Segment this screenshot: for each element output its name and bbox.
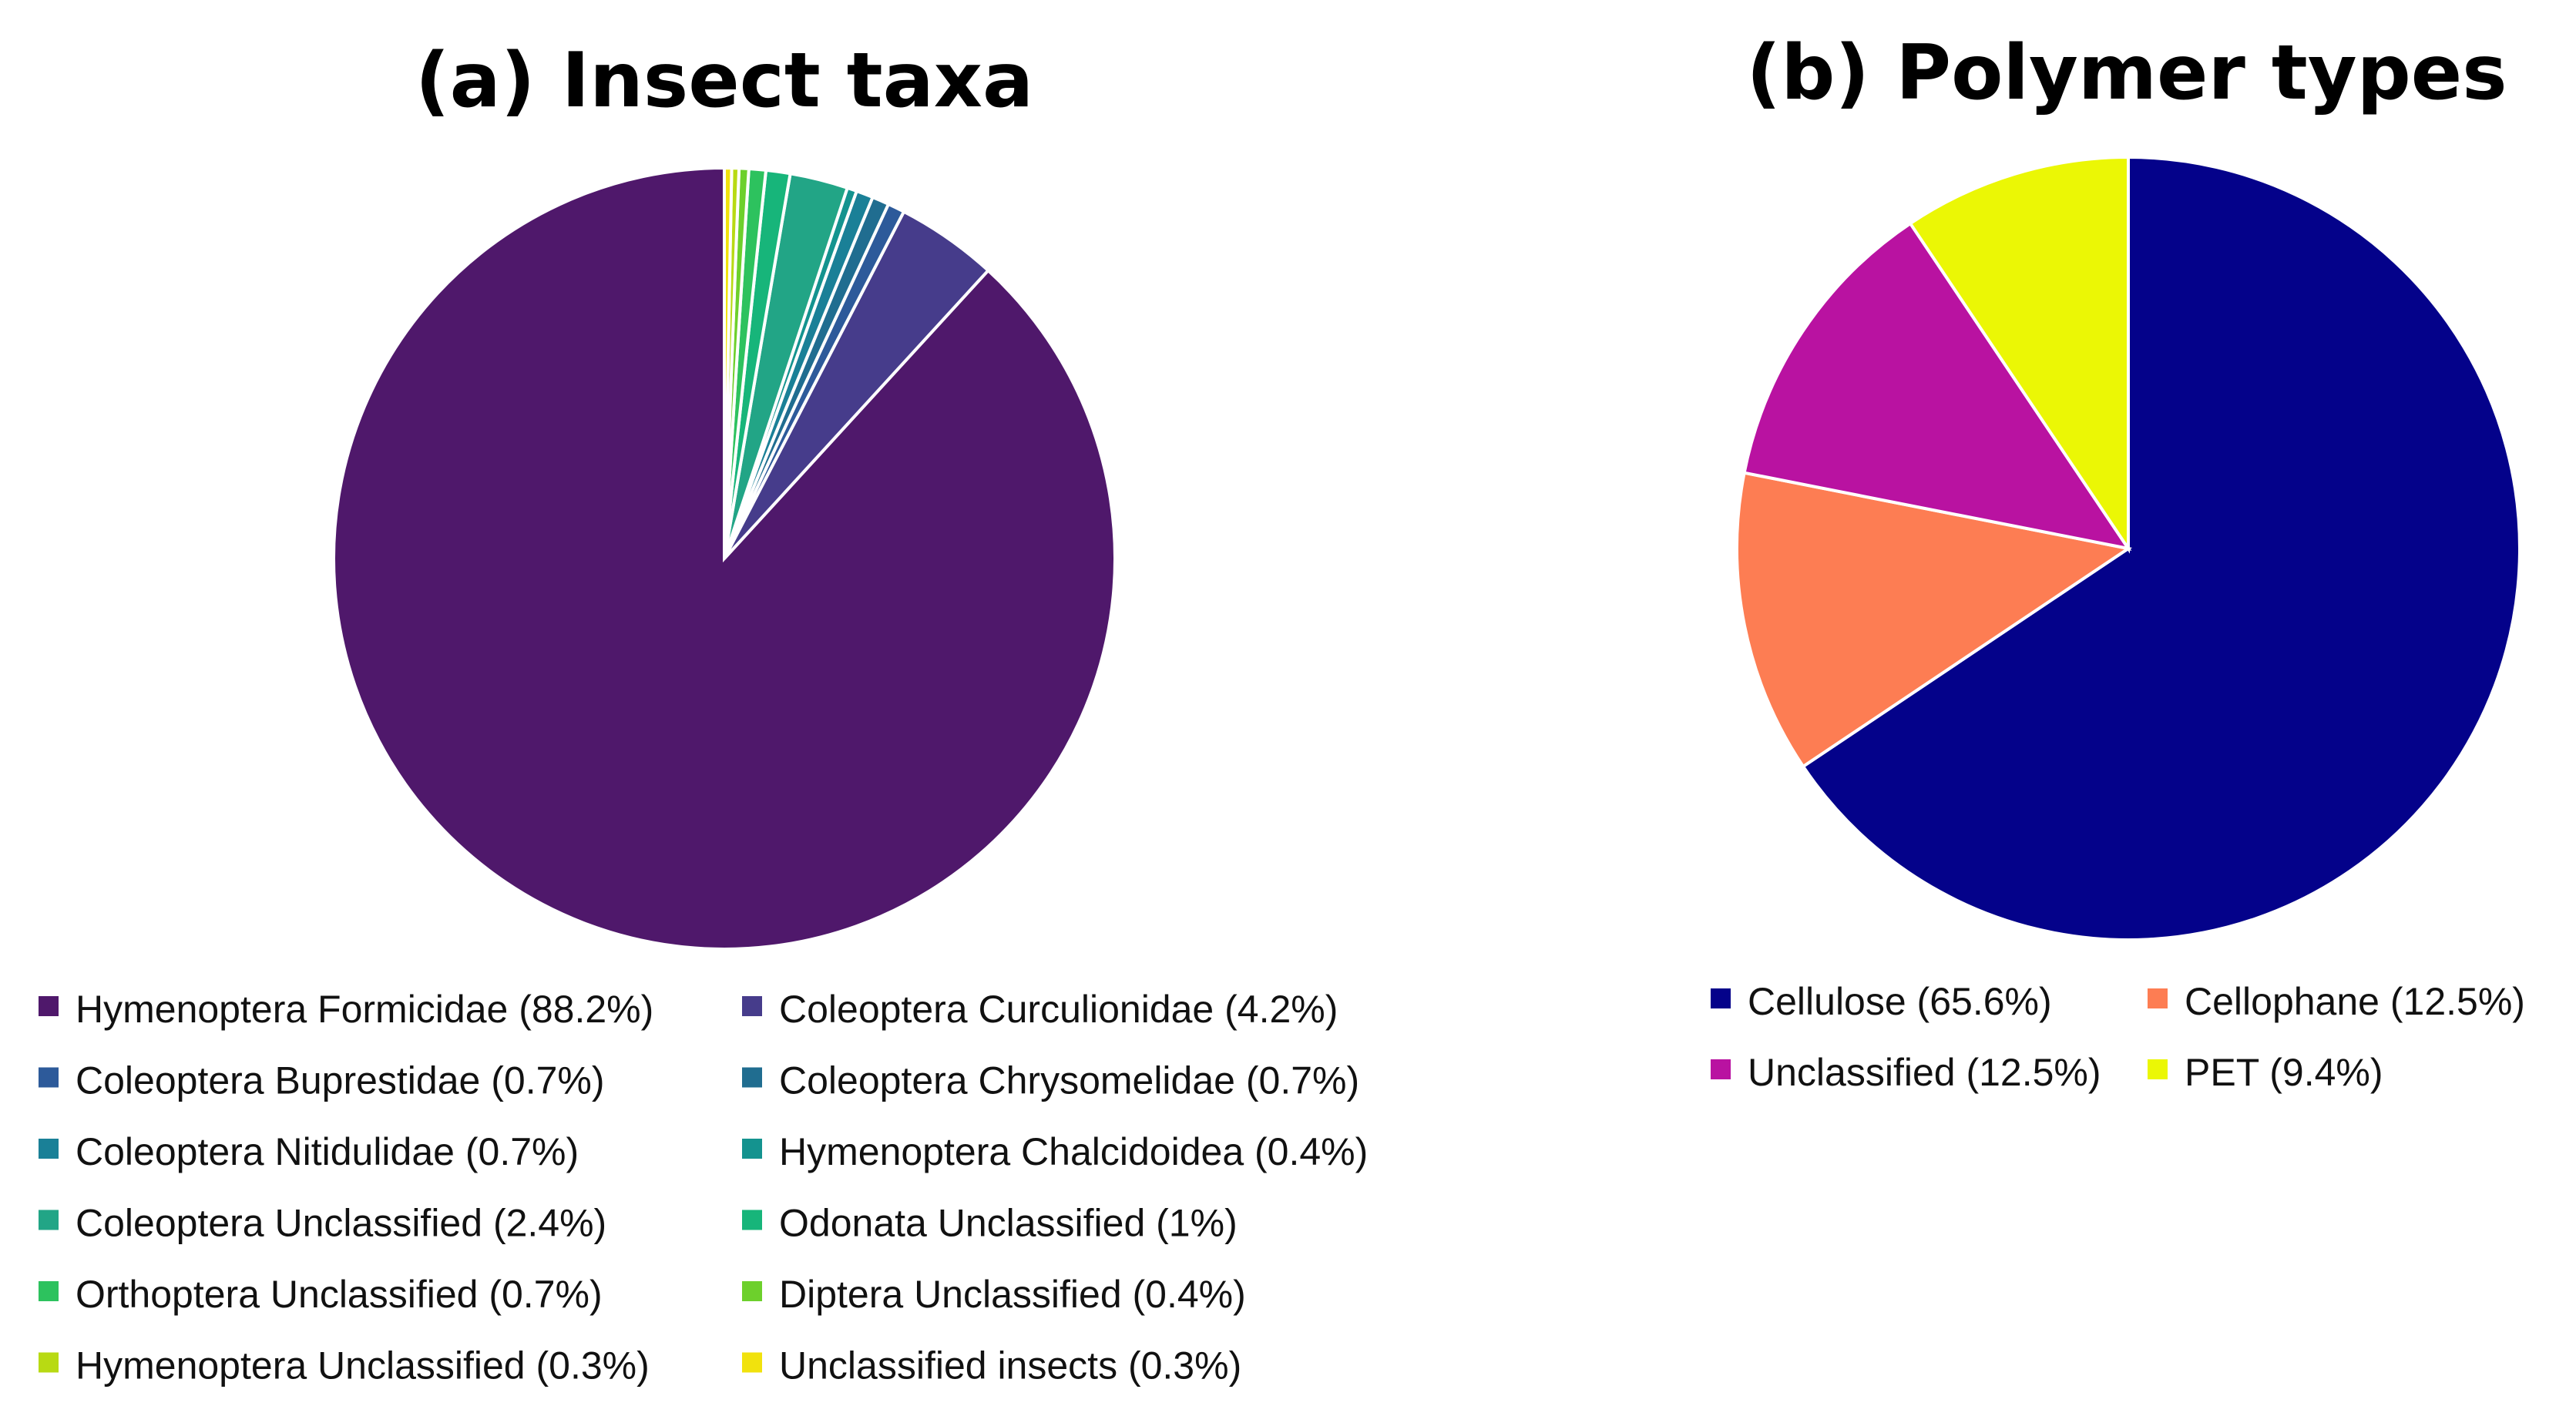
pie-slice-unclassified [1742, 221, 2132, 551]
legend-label: Coleoptera Curculionidae (4.2%) [779, 988, 1338, 1031]
legend-item-odonata-unclassified: Odonata Unclassified (1%) [742, 1202, 1238, 1245]
pie-slice-cellulose [1801, 155, 2521, 941]
chart-a-title: (a) Insect taxa [415, 37, 1033, 125]
legend-label: Coleoptera Chrysomelidae (0.7%) [779, 1059, 1359, 1102]
legend-label: Coleoptera Buprestidae (0.7%) [76, 1059, 605, 1102]
legend-label: PET (9.4%) [2185, 1051, 2383, 1094]
legend-item-coleoptera-nitidulidae: Coleoptera Nitidulidae (0.7%) [39, 1130, 579, 1173]
legend-label: Hymenoptera Unclassified (0.3%) [76, 1344, 650, 1388]
legend-swatch [39, 1067, 59, 1088]
legend-label: Unclassified insects (0.3%) [779, 1344, 1241, 1388]
legend-item-coleoptera-chrysomelidae: Coleoptera Chrysomelidae (0.7%) [742, 1059, 1359, 1102]
legend-swatch [39, 1281, 59, 1301]
legend-item-pet: PET (9.4%) [2148, 1051, 2383, 1094]
legend-item-diptera-unclassified: Diptera Unclassified (0.4%) [742, 1273, 1246, 1316]
legend-swatch [2148, 988, 2168, 1008]
pie-slice-unclassified-insects [723, 166, 734, 559]
legend-swatch [742, 1210, 762, 1230]
legend-swatch [39, 1139, 59, 1159]
legend-swatch [742, 1281, 762, 1301]
legend-item-hymenoptera-chalcidoidea: Hymenoptera Chalcidoidea (0.4%) [742, 1130, 1368, 1173]
legend-swatch [742, 1139, 762, 1159]
legend-item-cellulose: Cellulose (65.6%) [1711, 980, 2052, 1023]
legend-swatch [39, 1352, 59, 1373]
legend-label: Coleoptera Nitidulidae (0.7%) [76, 1130, 579, 1173]
legend-swatch [742, 1067, 762, 1088]
legend-swatch [39, 996, 59, 1016]
legend-label: Unclassified (12.5%) [1748, 1051, 2101, 1094]
legend-swatch [2148, 1059, 2168, 1079]
legend-label: Hymenoptera Formicidae (88.2%) [76, 988, 653, 1031]
legend-item-cellophane: Cellophane (12.5%) [2148, 980, 2525, 1023]
legend-swatch [1711, 1059, 1731, 1079]
chart-b-legend: Cellulose (65.6%) Cellophane (12.5%) Uncla… [1711, 980, 2525, 1094]
legend-item-coleoptera-buprestidae: Coleoptera Buprestidae (0.7%) [39, 1059, 605, 1102]
legend-item-hymenoptera-unclassified: Hymenoptera Unclassified (0.3%) [39, 1344, 650, 1388]
legend-label: Diptera Unclassified (0.4%) [779, 1273, 1246, 1316]
legend-item-unclassified-insects: Unclassified insects (0.3%) [742, 1344, 1241, 1388]
legend-item-orthoptera-unclassified: Orthoptera Unclassified (0.7%) [39, 1273, 603, 1316]
legend-item-coleoptera-unclassified: Coleoptera Unclassified (2.4%) [39, 1202, 606, 1245]
chart-b-title: (b) Polymer types [1746, 29, 2507, 117]
legend-item-coleoptera-curculionidae: Coleoptera Curculionidae (4.2%) [742, 988, 1338, 1031]
legend-label: Coleoptera Unclassified (2.4%) [76, 1202, 606, 1245]
pie-slice-cellophane [1735, 471, 2133, 769]
legend-item-unclassified: Unclassified (12.5%) [1711, 1051, 2101, 1094]
legend-swatch [742, 996, 762, 1016]
legend-item-hymenoptera-formicidae: Hymenoptera Formicidae (88.2%) [39, 988, 653, 1031]
legend-swatch [1711, 988, 1731, 1008]
legend-label: Odonata Unclassified (1%) [779, 1202, 1238, 1245]
legend-label: Orthoptera Unclassified (0.7%) [76, 1273, 603, 1316]
chart-a-pie [332, 166, 1117, 951]
legend-swatch [39, 1210, 59, 1230]
pie-slice-pet [1908, 155, 2130, 554]
chart-b-pie [1735, 155, 2521, 941]
legend-label: Cellulose (65.6%) [1748, 980, 2052, 1023]
legend-swatch [742, 1352, 762, 1373]
chart-a-legend: Hymenoptera Formicidae (88.2%) Coleoptera… [39, 988, 1368, 1388]
legend-label: Hymenoptera Chalcidoidea (0.4%) [779, 1130, 1368, 1173]
legend-label: Cellophane (12.5%) [2185, 980, 2525, 1023]
